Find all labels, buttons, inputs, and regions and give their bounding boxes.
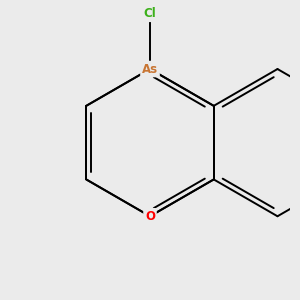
Text: Cl: Cl [144,7,156,20]
Text: As: As [142,62,158,76]
Text: O: O [145,210,155,223]
